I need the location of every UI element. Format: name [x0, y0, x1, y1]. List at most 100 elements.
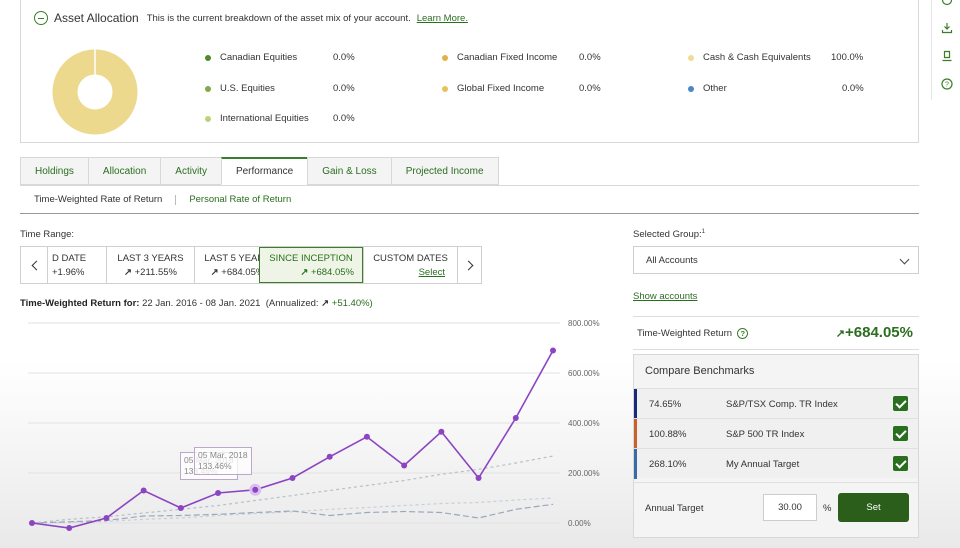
legend-dot: [205, 85, 211, 92]
learn-more-link[interactable]: Learn More.: [416, 12, 468, 24]
tab-divider: [20, 185, 919, 186]
compare-benchmarks-title: Compare Benchmarks: [645, 365, 755, 377]
percent-sign: %: [823, 503, 832, 514]
y-tick-label: 800.00%: [568, 319, 600, 328]
subtab-time-weighted[interactable]: Time-Weighted Rate of Return: [34, 194, 163, 205]
range-custom-dates[interactable]: CUSTOM DATES Select: [363, 247, 457, 283]
range-last-5-years[interactable]: LAST 5 YEARS ↗ +684.05%: [194, 247, 280, 283]
y-tick-label: 400.00%: [568, 419, 600, 428]
print-icon[interactable]: [941, 50, 953, 62]
data-point: [289, 475, 296, 481]
selected-group-value: All Accounts: [646, 254, 698, 266]
chevron-right-icon: [463, 260, 474, 270]
legend-item: Canadian Fixed Income: [442, 52, 557, 63]
data-point: [363, 433, 370, 440]
benchmark-pct: 74.65%: [649, 399, 682, 410]
collapse-icon[interactable]: [34, 11, 48, 25]
range-next-button[interactable]: [457, 247, 483, 283]
footnote-marker: 1: [701, 229, 705, 235]
chart-header: Time-Weighted Return for: 22 Jan. 2016 -…: [20, 298, 373, 309]
legend-item: Cash & Cash Equivalents: [688, 52, 811, 63]
twr-label: Time-Weighted Return ?: [637, 328, 749, 339]
refresh-icon[interactable]: [941, 0, 953, 6]
legend-pct: 0.0%: [333, 52, 355, 63]
range-value-text: +1.96%: [52, 266, 85, 278]
data-point: [103, 515, 110, 521]
time-weighted-return-summary: Time-Weighted Return ? ↗+684.05%: [633, 316, 919, 350]
benchmark-color-bar: [634, 419, 637, 449]
data-point: [550, 347, 556, 354]
range-last-3-years[interactable]: LAST 3 YEARS ↗ +211.55%: [106, 247, 194, 283]
up-arrow-icon: ↗: [124, 266, 135, 278]
selected-group-label-text: Selected Group:: [633, 229, 702, 241]
benchmark-line: [31, 455, 554, 524]
download-icon[interactable]: [941, 22, 953, 34]
benchmark-checkbox[interactable]: [893, 396, 908, 411]
tab-bar: Holdings Allocation Activity Performance…: [20, 157, 499, 185]
chevron-left-icon: [31, 260, 41, 270]
range-title: LAST 3 YEARS: [117, 252, 184, 264]
custom-dates-select-link[interactable]: Select: [418, 266, 445, 278]
data-point: [29, 520, 35, 526]
range-value: +1.96%: [52, 267, 85, 278]
range-prev-button[interactable]: [21, 247, 47, 283]
legend-dot: [688, 54, 694, 61]
legend-label: International Equities: [220, 113, 309, 124]
legend-label: Canadian Fixed Income: [457, 52, 558, 63]
annualized-value: +51.40%): [331, 298, 373, 309]
legend-pct: 0.0%: [333, 83, 355, 94]
subtab-personal-rate[interactable]: Personal Rate of Return: [189, 194, 292, 205]
chart-date-range: 22 Jan. 2016 - 08 Jan. 2021: [142, 298, 261, 309]
portfolio-line: [31, 350, 554, 529]
subtab-divider: [20, 213, 919, 214]
compare-benchmarks-panel: Compare Benchmarks 74.65% S&P/TSX Comp. …: [633, 354, 919, 538]
tab-gain-loss[interactable]: Gain & Loss: [307, 157, 391, 185]
data-point: [140, 487, 147, 494]
legend-label: Other: [703, 83, 727, 94]
help-circle-icon[interactable]: ?: [941, 78, 953, 90]
y-tick-label: 200.00%: [568, 469, 600, 478]
help-icon[interactable]: ?: [737, 328, 749, 339]
selected-group-dropdown[interactable]: All Accounts: [633, 246, 919, 274]
range-title: SINCE INCEPTION: [269, 252, 353, 264]
benchmark-line: [31, 503, 554, 524]
benchmark-checkbox[interactable]: [893, 456, 908, 471]
set-button[interactable]: Set: [838, 493, 909, 522]
legend-pct: 0.0%: [842, 83, 864, 94]
show-accounts-link[interactable]: Show accounts: [633, 291, 698, 302]
data-point: [512, 415, 519, 421]
up-arrow-icon: ↗: [210, 266, 222, 278]
data-point: [438, 428, 445, 435]
tab-holdings[interactable]: Holdings: [20, 157, 88, 185]
benchmark-checkbox[interactable]: [893, 426, 908, 441]
legend-item: U.S. Equities: [205, 83, 275, 94]
range-value: ↗ +684.05%: [300, 267, 362, 278]
range-since-inception[interactable]: SINCE INCEPTION ↗ +684.05%: [259, 247, 363, 283]
asset-allocation-title: Asset Allocation: [54, 11, 139, 25]
benchmark-pct: 100.88%: [649, 429, 687, 440]
benchmark-color-bar: [634, 449, 637, 479]
data-point: [215, 490, 222, 496]
range-value-text: +684.05%: [310, 266, 354, 278]
legend-pct: 0.0%: [333, 113, 355, 124]
annual-target-row: Annual Target 30.00 % Set: [634, 482, 918, 537]
tab-projected-income[interactable]: Projected Income: [390, 157, 499, 185]
benchmark-row: 268.10% My Annual Target: [634, 448, 918, 479]
legend-dot: [442, 85, 448, 92]
tab-performance[interactable]: Performance: [220, 157, 308, 185]
range-title: LAST 5 YEARS: [204, 252, 271, 264]
annual-target-label: Annual Target: [645, 503, 704, 514]
range-year-to-date[interactable]: D DATE +1.96%: [47, 247, 106, 283]
legend-label: Cash & Cash Equivalents: [703, 52, 811, 63]
legend-item: International Equities: [205, 113, 309, 124]
annual-target-input[interactable]: 30.00: [763, 494, 817, 521]
benchmark-row: 74.65% S&P/TSX Comp. TR Index: [634, 388, 918, 419]
tab-allocation[interactable]: Allocation: [87, 157, 161, 185]
subtab-separator: [175, 194, 177, 205]
chevron-down-icon: [899, 254, 910, 265]
performance-line-chart[interactable]: 0.00% 200.00% 400.00% 600.00% 800.00%: [20, 316, 610, 542]
annualized-label: (Annualized:: [265, 298, 319, 309]
legend-item: Other: [688, 83, 727, 94]
range-value-text: +684.05%: [221, 266, 265, 278]
tab-activity[interactable]: Activity: [160, 157, 221, 185]
